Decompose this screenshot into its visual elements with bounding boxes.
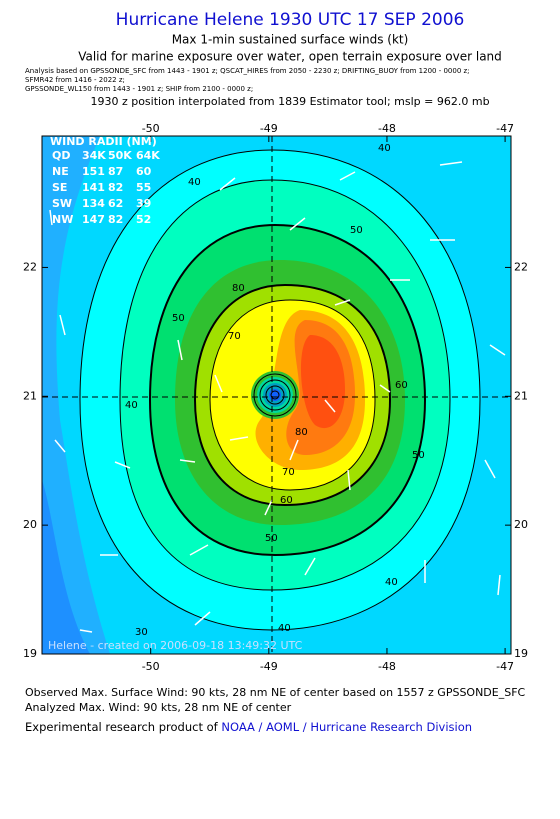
source-line: GPSSONDE_WL150 from 1443 - 1901 z; SHIP … — [25, 85, 253, 93]
y-tick-label: 21 — [514, 389, 528, 402]
contour-label: 60 — [395, 380, 408, 391]
wind-radii-table: WIND RADII (NM)QD 34K 50K 64K NE 151 87 60 SE 141… — [50, 135, 160, 226]
contour-label: 50 — [350, 225, 363, 236]
radii-cell: 87 — [108, 165, 123, 178]
credit-text: Experimental research product of — [25, 720, 219, 734]
radii-cell: 141 — [82, 181, 105, 194]
radii-cell: 52 — [136, 213, 151, 226]
validity: Valid for marine exposure over water, op… — [78, 50, 502, 64]
credit-link[interactable]: NOAA / AOML / Hurricane Research Divisio… — [221, 720, 472, 734]
position-note: 1930 z position interpolated from 1839 E… — [90, 95, 489, 108]
contour-band — [300, 335, 345, 429]
contour-label: 80 — [232, 283, 245, 294]
radii-header: 64K — [136, 149, 160, 162]
x-tick-label: -48 — [378, 122, 396, 135]
radii-cell: SE — [52, 181, 67, 194]
radii-cell: 134 — [82, 197, 105, 210]
radii-cell: SW — [52, 197, 72, 210]
contour-label: 80 — [295, 427, 308, 438]
radii-cell: 60 — [136, 165, 152, 178]
radii-cell: 39 — [136, 197, 151, 210]
contour-label: 40 — [385, 577, 398, 588]
contour-field: 40 40 40 40 40 50 50 50 50 60 60 70 70 8… — [42, 136, 511, 654]
radii-cell: 82 — [108, 213, 123, 226]
x-tick-label: -47 — [496, 660, 514, 673]
y-tick-label: 21 — [23, 389, 37, 402]
radii-cell: 55 — [136, 181, 151, 194]
x-tick-label: -50 — [142, 122, 160, 135]
contour-label: 50 — [265, 533, 278, 544]
y-tick-label: 19 — [23, 647, 37, 660]
x-tick-label: -49 — [260, 660, 278, 673]
credit: Experimental research product of NOAA / … — [25, 720, 472, 734]
radii-title: WIND RADII (NM) — [50, 135, 157, 148]
radii-cell: 62 — [108, 197, 123, 210]
y-tick-label: 19 — [514, 647, 528, 660]
footer-line: Observed Max. Surface Wind: 90 kts, 28 n… — [25, 686, 526, 699]
radii-header: 34K — [82, 149, 106, 162]
wind-vectors — [49, 161, 506, 633]
source-line: SFMR42 from 1416 - 2022 z; — [25, 76, 125, 84]
contour-label: 50 — [172, 313, 185, 324]
contour-label: 40 — [278, 623, 291, 634]
radii-cell: NW — [52, 213, 73, 226]
y-tick-label: 20 — [23, 518, 37, 531]
y-tick-label: 22 — [514, 260, 528, 273]
y-tick-label: 20 — [514, 518, 528, 531]
title: Hurricane Helene 1930 UTC 17 SEP 2006 — [116, 10, 465, 30]
contour-label: 40 — [378, 143, 391, 154]
contour-label: 60 — [280, 495, 293, 506]
y-tick-label: 22 — [23, 260, 37, 273]
contour-label: 40 — [188, 177, 201, 188]
contour-label: 70 — [228, 331, 241, 342]
radii-cell: NE — [52, 165, 69, 178]
x-tick-label: -49 — [260, 122, 278, 135]
x-tick-label: -50 — [142, 660, 160, 673]
source-line: Analysis based on GPSSONDE_SFC from 1443… — [25, 67, 470, 75]
plot-frame — [41, 135, 512, 655]
contour-label: 40 — [125, 400, 138, 411]
x-tick-label: -48 — [378, 660, 396, 673]
radii-cell: 82 — [108, 181, 123, 194]
x-tick-label: -47 — [496, 122, 514, 135]
radii-cell: 147 — [82, 213, 105, 226]
subtitle: Max 1-min sustained surface winds (kt) — [172, 33, 409, 47]
contour-label: 50 — [412, 450, 425, 461]
radii-header: 50K — [108, 149, 132, 162]
contour-label: 30 — [135, 627, 148, 638]
radii-cell: 151 — [82, 165, 105, 178]
watermark: Helene - created on 2006-09-18 13:49:32 … — [48, 639, 303, 652]
contour-label: 70 — [282, 467, 295, 478]
radii-header: QD — [52, 149, 70, 162]
footer-line: Analyzed Max. Wind: 90 kts, 28 nm NE of … — [25, 701, 292, 714]
